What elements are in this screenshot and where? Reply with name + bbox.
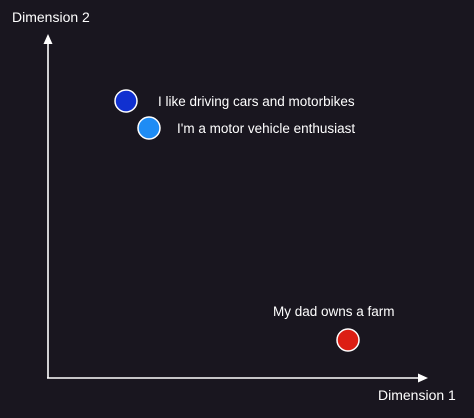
y-axis-label: Dimension 2: [12, 9, 90, 25]
point-farm-marker: [336, 328, 360, 352]
x-axis-arrow: [418, 373, 428, 383]
point-driving-marker: [114, 89, 138, 113]
point-farm-label: My dad owns a farm: [273, 304, 395, 319]
point-enthusiast-marker: [137, 116, 161, 140]
point-driving: I like driving cars and motorbikes: [114, 89, 355, 113]
point-enthusiast-label: I'm a motor vehicle enthusiast: [177, 121, 355, 136]
x-axis-label: Dimension 1: [378, 387, 456, 403]
y-axis-arrow: [43, 34, 53, 44]
point-enthusiast: I'm a motor vehicle enthusiast: [137, 116, 355, 140]
point-farm: My dad owns a farm: [273, 304, 395, 352]
point-driving-label: I like driving cars and motorbikes: [158, 94, 355, 109]
